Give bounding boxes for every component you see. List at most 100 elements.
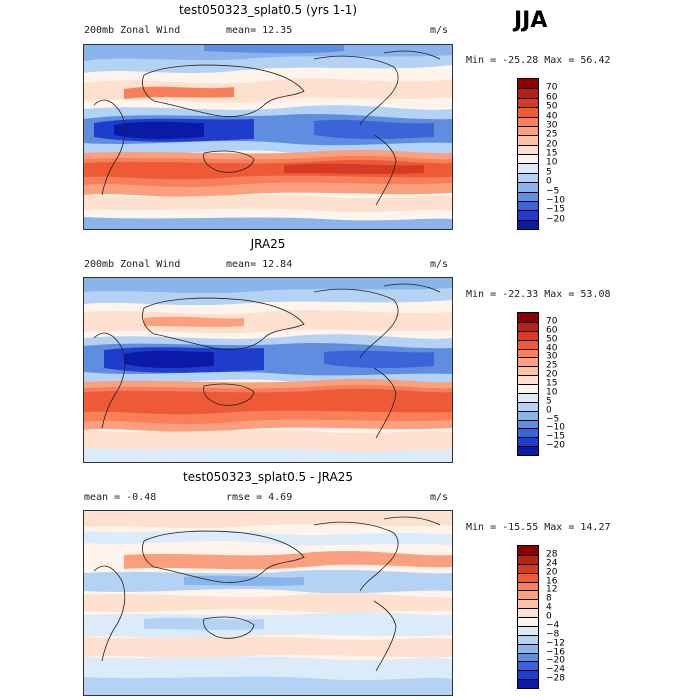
- panel3-mean-label: mean = -0.48: [84, 492, 157, 503]
- panel2-units-label: m/s: [430, 259, 449, 270]
- panel3-minmax-label: Min = -15.55 Max = 14.27: [466, 522, 611, 533]
- colorbar-box: [518, 313, 538, 322]
- colorbar-tick-label: 15: [546, 148, 558, 159]
- colorbar-tick-label: −20: [546, 440, 565, 451]
- colorbar-tick-label: 0: [546, 176, 552, 187]
- colorbar-box: [518, 384, 538, 393]
- colorbar-tick-label: −8: [546, 629, 560, 640]
- colorbar-box: [518, 210, 538, 220]
- colorbar-box: [518, 617, 538, 626]
- panel2-map: [83, 277, 453, 463]
- panel1-variable-label: 200mb Zonal Wind: [84, 25, 181, 36]
- panel2-mean-label: mean= 12.84: [226, 259, 293, 270]
- panel3-units-label: m/s: [430, 492, 449, 503]
- colorbar-box: [518, 670, 538, 680]
- colorbar-box: [518, 125, 538, 136]
- colorbar-tick-label: 60: [546, 325, 558, 336]
- panel1-units-label: m/s: [430, 25, 449, 36]
- panel1-map: [83, 44, 453, 230]
- colorbar-box: [518, 330, 538, 340]
- colorbar-tick-label: 25: [546, 360, 558, 371]
- colorbar-tick-label: 10: [546, 157, 558, 168]
- colorbar-tick-label: 10: [546, 387, 558, 398]
- colorbar-tick-label: −20: [546, 214, 565, 225]
- colorbar-box: [518, 366, 538, 376]
- colorbar-tick-label: 4: [546, 602, 552, 613]
- colorbar-box: [518, 679, 538, 688]
- colorbar-box: [518, 419, 538, 429]
- colorbar-tick-label: −28: [546, 673, 565, 684]
- colorbar-tick-label: −10: [546, 195, 565, 206]
- colorbar-box: [518, 375, 538, 384]
- colorbar-box: [518, 97, 538, 108]
- panel3-colorbar: [517, 545, 539, 689]
- colorbar-tick-label: −15: [546, 431, 565, 442]
- colorbar-tick-label: 24: [546, 558, 558, 569]
- colorbar-tick-label: −16: [546, 647, 565, 657]
- panel2-title: JRA25: [250, 237, 286, 251]
- colorbar-box: [518, 392, 538, 402]
- colorbar-tick-label: 70: [546, 316, 558, 327]
- colorbar-tick-label: 30: [546, 120, 558, 131]
- colorbar-tick-label: −5: [546, 186, 560, 196]
- colorbar-box: [518, 572, 538, 582]
- panel2-minmax-label: Min = -22.33 Max = 53.08: [466, 289, 611, 300]
- colorbar-tick-label: 50: [546, 101, 558, 112]
- colorbar-box: [518, 590, 538, 600]
- colorbar-tick-label: 25: [546, 129, 558, 140]
- colorbar-box: [518, 191, 538, 201]
- colorbar-tick-label: 15: [546, 378, 558, 389]
- colorbar-tick-label: −5: [546, 414, 560, 424]
- colorbar-tick-label: −15: [546, 204, 565, 215]
- colorbar-box: [518, 661, 538, 671]
- colorbar-tick-label: −20: [546, 655, 565, 666]
- colorbar-tick-label: −12: [546, 638, 565, 649]
- colorbar-box: [518, 608, 538, 617]
- colorbar-box: [518, 163, 538, 173]
- panel1-colorbar: [517, 78, 539, 230]
- colorbar-box: [518, 625, 538, 635]
- colorbar-tick-label: −4: [546, 620, 560, 631]
- panel2-variable-label: 200mb Zonal Wind: [84, 259, 181, 270]
- colorbar-tick-label: 5: [546, 396, 552, 407]
- colorbar-tick-label: 16: [546, 576, 558, 586]
- colorbar-tick-label: 60: [546, 92, 558, 103]
- colorbar-box: [518, 172, 538, 183]
- colorbar-tick-label: 20: [546, 369, 558, 380]
- colorbar-tick-label: 8: [546, 593, 552, 604]
- colorbar-tick-label: 70: [546, 82, 558, 93]
- colorbar-box: [518, 643, 538, 653]
- colorbar-box: [518, 154, 538, 164]
- colorbar-box: [518, 563, 538, 573]
- colorbar-box: [518, 107, 538, 117]
- panel1-mean-label: mean= 12.35: [226, 25, 293, 36]
- colorbar-box: [518, 79, 538, 89]
- colorbar-box: [518, 321, 538, 331]
- colorbar-box: [518, 116, 538, 126]
- colorbar-box: [518, 446, 538, 455]
- colorbar-box: [518, 652, 538, 662]
- colorbar-box: [518, 219, 538, 229]
- panel3-map: [83, 510, 453, 696]
- colorbar-tick-label: 20: [546, 139, 558, 150]
- colorbar-box: [518, 410, 538, 420]
- colorbar-box: [518, 339, 538, 349]
- colorbar-box: [518, 182, 538, 192]
- colorbar-tick-label: 5: [546, 167, 552, 178]
- colorbar-box: [518, 135, 538, 145]
- colorbar-box: [518, 401, 538, 411]
- colorbar-tick-label: 50: [546, 334, 558, 345]
- colorbar-tick-label: 0: [546, 611, 552, 622]
- panel3-title: test050323_splat0.5 - JRA25: [182, 470, 354, 484]
- colorbar-tick-label: −24: [546, 664, 565, 675]
- colorbar-box: [518, 581, 538, 591]
- panel1-minmax-label: Min = -25.28 Max = 56.42: [466, 55, 611, 66]
- colorbar-box: [518, 144, 538, 154]
- colorbar-tick-label: −10: [546, 422, 565, 433]
- colorbar-box: [518, 428, 538, 438]
- colorbar-box: [518, 200, 538, 211]
- colorbar-tick-label: 40: [546, 111, 558, 121]
- colorbar-tick-label: 28: [546, 549, 558, 560]
- season-label: JJA: [514, 8, 548, 33]
- colorbar-box: [518, 88, 538, 98]
